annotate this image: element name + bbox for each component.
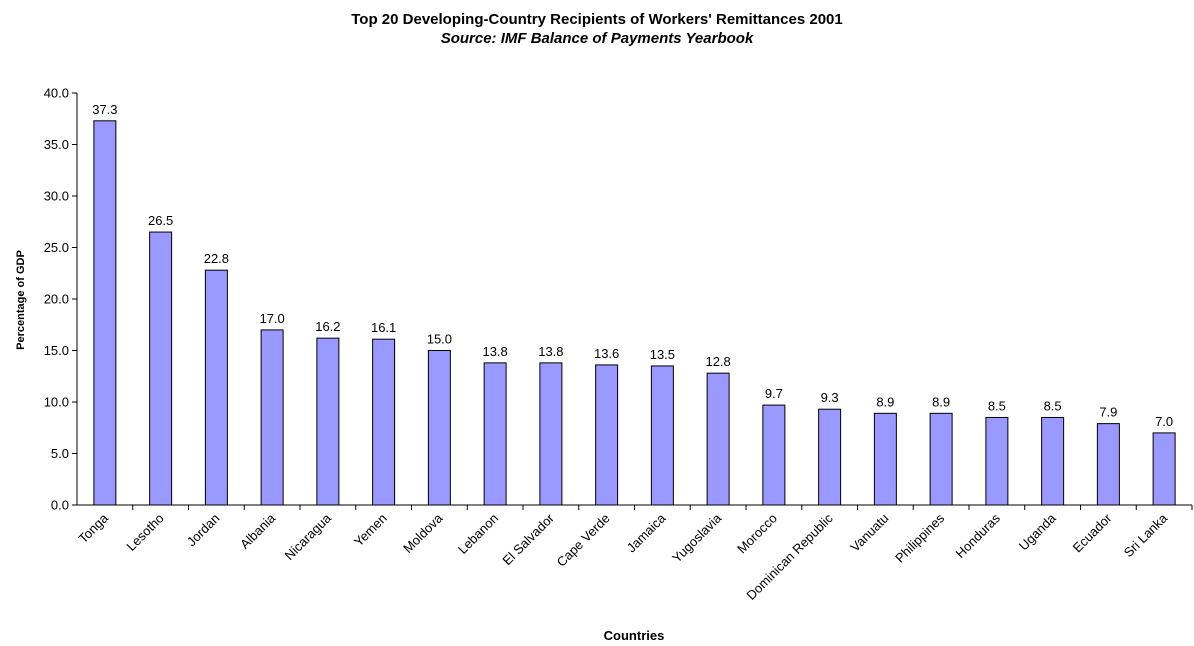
x-tick-label: Tonga <box>75 510 111 546</box>
x-tick-label: Lesotho <box>123 511 166 554</box>
bar-value-label: 7.0 <box>1155 414 1173 429</box>
bar <box>260 329 284 506</box>
bar <box>1096 423 1120 506</box>
bar <box>483 362 507 506</box>
y-tick-label: 35.0 <box>44 137 69 152</box>
bar <box>873 412 897 506</box>
x-tick-label: Nicaragua <box>281 510 334 563</box>
bar-value-label: 13.5 <box>650 347 675 362</box>
bar-value-label: 8.9 <box>876 394 894 409</box>
x-tick-label: Moldova <box>400 510 446 556</box>
x-tick-label: Honduras <box>953 510 1004 561</box>
bar <box>818 408 842 506</box>
x-tick-label: Jamaica <box>624 510 669 555</box>
bar <box>706 372 730 506</box>
bar-value-label: 17.0 <box>259 311 284 326</box>
y-tick-label: 25.0 <box>44 240 69 255</box>
chart-subtitle: Source: IMF Balance of Payments Yearbook <box>440 30 754 47</box>
x-tick-label: Vanuatu <box>847 511 891 555</box>
bar-value-label: 7.9 <box>1099 405 1117 420</box>
x-tick-label: Sri Lanka <box>1121 510 1171 560</box>
bar <box>93 120 117 506</box>
y-tick-label: 30.0 <box>44 189 69 204</box>
bar-value-label: 12.8 <box>705 354 730 369</box>
bar <box>1041 416 1065 506</box>
bar-value-label: 8.9 <box>932 394 950 409</box>
bar-value-label: 13.8 <box>482 344 507 359</box>
x-tick-label: Ecuador <box>1070 510 1115 555</box>
bar <box>204 269 228 506</box>
y-tick-label: 0.0 <box>51 498 69 513</box>
bar <box>427 350 451 506</box>
bar-value-label: 8.5 <box>1044 398 1062 413</box>
bar-value-label: 13.8 <box>538 344 563 359</box>
y-tick-label: 15.0 <box>44 343 69 358</box>
bar <box>316 337 340 506</box>
bar <box>149 231 173 506</box>
bar-value-label: 9.7 <box>765 386 783 401</box>
value-labels: 37.3 26.5 22.8 17.0 16.2 16.1 15.0 13.8 13.8 13.6… <box>92 102 1173 429</box>
bar-value-label: 22.8 <box>204 251 229 266</box>
bar-value-label: 8.5 <box>988 398 1006 413</box>
x-axis-label: Countries <box>604 628 665 643</box>
y-tick-label: 40.0 <box>44 86 69 101</box>
bar-value-label: 26.5 <box>148 213 173 228</box>
bar-value-label: 13.6 <box>594 346 619 361</box>
y-axis-ticks: 0.0 5.0 10.0 15.0 20.0 25.0 30.0 35.0 40.0 <box>44 86 77 513</box>
chart-title: Top 20 Developing-Country Recipients of … <box>351 11 843 28</box>
x-tick-label: Uganda <box>1016 510 1059 553</box>
x-tick-label: Jordan <box>184 511 223 550</box>
bar <box>762 404 786 506</box>
y-tick-label: 20.0 <box>44 292 69 307</box>
x-tick-label: El Salvador <box>499 510 557 568</box>
x-tick-label: Yemen <box>351 511 390 550</box>
bar-value-label: 15.0 <box>427 332 452 347</box>
bar <box>539 362 563 506</box>
x-tick-label: Albania <box>237 510 279 552</box>
bar-value-label: 37.3 <box>92 102 117 117</box>
bar <box>372 338 396 506</box>
bar <box>929 412 953 506</box>
bar-value-label: 9.3 <box>821 390 839 405</box>
x-tick-label: Lebanon <box>455 511 501 557</box>
bar <box>595 364 619 506</box>
x-tick-label: Cape Verde <box>554 511 613 570</box>
bar-value-label: 16.1 <box>371 320 396 335</box>
y-tick-label: 5.0 <box>51 446 69 461</box>
bar <box>650 365 674 506</box>
bar-value-label: 16.2 <box>315 319 340 334</box>
x-tick-label: Morocco <box>734 511 780 557</box>
y-tick-label: 10.0 <box>44 395 69 410</box>
x-tick-label: Philippines <box>892 510 947 565</box>
y-axis-label: Percentage of GDP <box>15 250 27 350</box>
bar <box>985 416 1009 506</box>
bar <box>1152 432 1176 506</box>
bars <box>93 120 1176 506</box>
x-tick-label: Yugoslavia <box>669 510 725 566</box>
x-axis-ticks: Tonga Lesotho Jordan Albania Nicaragua Yemen M… <box>75 505 1193 603</box>
